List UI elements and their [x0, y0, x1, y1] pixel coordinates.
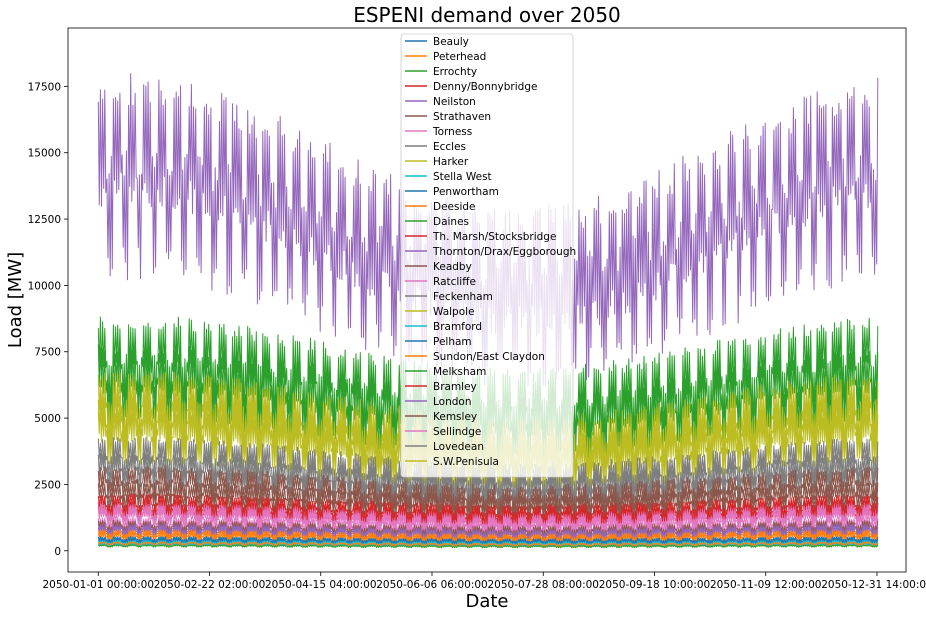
legend-label: London: [433, 396, 472, 408]
legend-label: Harker: [433, 156, 469, 168]
legend-label: Stella West: [433, 171, 492, 183]
series-line-thornton-drax-eggborough: [97, 523, 879, 540]
y-tick-label: 2500: [34, 479, 61, 491]
x-tick-label: 2050-01-01 00:00:00: [42, 579, 154, 591]
legend-label: Sellindge: [433, 426, 481, 438]
y-tick-label: 7500: [34, 347, 61, 359]
series-line-peterhead: [97, 541, 879, 547]
y-tick-label: 10000: [28, 280, 61, 292]
legend-label: Daines: [433, 216, 469, 228]
x-tick-label: 2050-07-28 08:00:00: [487, 579, 599, 591]
legend-label: Strathaven: [433, 111, 491, 123]
legend-label: Penwortham: [433, 186, 499, 198]
series-line-stella-west: [97, 539, 879, 546]
legend-label: Ratcliffe: [433, 276, 476, 288]
legend: Beauly Peterhead Errochty Denny/Bonnybridge…: [400, 33, 576, 478]
legend-label: Lovedean: [433, 441, 484, 453]
legend-label: Kemsley: [433, 411, 477, 423]
legend-label: Beauly: [433, 36, 469, 48]
series-line-denny-bonnybridge: [97, 493, 879, 525]
x-tick-label: 2050-06-06 06:00:00: [376, 579, 488, 591]
y-tick-label: 0: [54, 546, 61, 558]
x-axis: 2050-01-01 00:00:00 2050-02-22 02:00:00 20…: [42, 572, 926, 591]
x-tick-label: 2050-04-15 04:00:00: [265, 579, 377, 591]
legend-label: Bramley: [433, 381, 477, 393]
series-line-deeside: [97, 531, 879, 544]
legend-label: Errochty: [433, 66, 477, 78]
legend-label: Peterhead: [433, 51, 486, 63]
legend-label: Th. Marsh/Stocksbridge: [432, 231, 556, 243]
legend-label: Sundon/East Claydon: [433, 351, 545, 363]
legend-label: Bramford: [433, 321, 482, 333]
y-tick-label: 17500: [28, 81, 61, 93]
x-tick-label: 2050-09-18 10:00:00: [599, 579, 711, 591]
legend-label: Torness: [432, 126, 472, 138]
y-tick-label: 15000: [28, 148, 61, 160]
plot-frame: [67, 27, 907, 573]
legend-label: Pelham: [433, 336, 472, 348]
legend-label: Feckenham: [433, 291, 493, 303]
y-tick-label: 12500: [28, 214, 61, 226]
series-line-strathaven: [97, 465, 879, 517]
series-line-errochty: [97, 544, 879, 549]
x-tick-label: 2050-11-09 12:00:00: [710, 579, 822, 591]
legend-label: Keadby: [433, 261, 472, 273]
chart-title: ESPENI demand over 2050: [353, 3, 621, 27]
series-line-sundon-east-claydon: [97, 529, 879, 542]
legend-label: Deeside: [433, 201, 476, 213]
legend-label: S.W.Penisula: [433, 456, 499, 468]
series-line-beauly: [97, 536, 879, 544]
y-axis-title: Load [MW]: [5, 252, 26, 348]
legend-box: [400, 33, 574, 478]
legend-label: Denny/Bonnybridge: [433, 81, 537, 93]
x-tick-label: 2050-02-22 02:00:00: [154, 579, 266, 591]
x-axis-title: Date: [465, 591, 508, 612]
legend-label: Walpole: [433, 306, 475, 318]
series-line-keadby: [97, 519, 879, 538]
legend-label: Neilston: [433, 96, 476, 108]
legend-label: Melksham: [433, 366, 486, 378]
x-tick-label: 2050-12-31 14:00:00: [821, 579, 926, 591]
legend-label: Eccles: [433, 141, 466, 153]
y-axis: 0 2500 5000 7500 10000 12500 15000 17500: [28, 81, 68, 558]
y-tick-label: 5000: [34, 413, 61, 425]
legend-label: Thornton/Drax/Eggborough: [432, 246, 576, 258]
